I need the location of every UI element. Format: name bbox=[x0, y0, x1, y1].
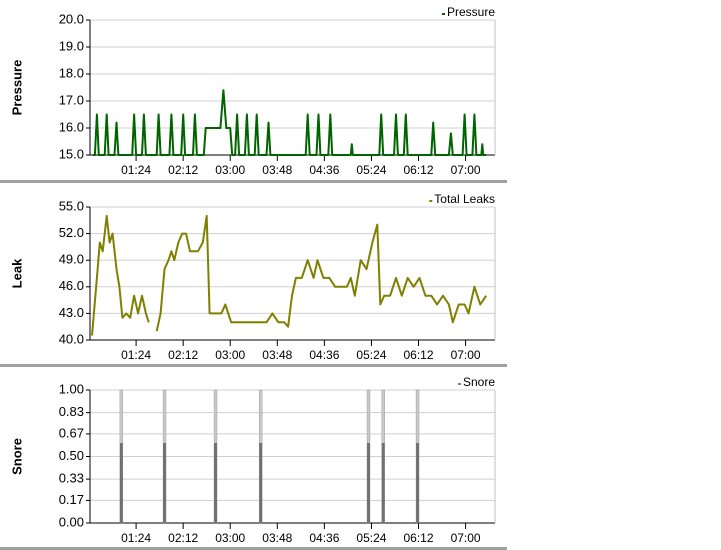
legend-swatch bbox=[441, 13, 445, 15]
x-tick-label: 03:00 bbox=[215, 163, 245, 177]
separator bbox=[0, 180, 507, 183]
bar bbox=[381, 389, 385, 524]
x-tick-label: 02:12 bbox=[168, 348, 198, 362]
y-tick-label: 20.0 bbox=[59, 11, 84, 26]
x-tick-label: 05:24 bbox=[356, 531, 386, 545]
bar bbox=[415, 389, 420, 524]
legend-label: Pressure bbox=[447, 5, 495, 19]
y-tick-label: 16.0 bbox=[59, 119, 84, 134]
x-tick-label: 02:12 bbox=[168, 531, 198, 545]
y-tick-label: 0.50 bbox=[59, 448, 84, 463]
y-tick-label: 17.0 bbox=[59, 92, 84, 107]
x-tick-label: 04:36 bbox=[309, 163, 339, 177]
x-tick-label: 07:00 bbox=[451, 348, 481, 362]
y-tick-label: 40.0 bbox=[59, 331, 84, 346]
x-tick-label: 01:24 bbox=[121, 163, 151, 177]
x-tick-label: 02:12 bbox=[168, 163, 198, 177]
y-tick-label: 43.0 bbox=[59, 305, 84, 320]
x-tick-label: 03:00 bbox=[215, 531, 245, 545]
x-tick-label: 05:24 bbox=[356, 163, 386, 177]
x-tick-label: 01:24 bbox=[121, 348, 151, 362]
y-tick-label: 0.33 bbox=[59, 471, 84, 486]
separator bbox=[0, 364, 507, 367]
x-tick-label: 07:00 bbox=[451, 163, 481, 177]
y-tick-label: 52.0 bbox=[59, 225, 84, 240]
bar bbox=[162, 389, 167, 524]
separator bbox=[0, 547, 507, 550]
x-tick-label: 03:48 bbox=[262, 163, 292, 177]
legend-swatch bbox=[457, 383, 461, 385]
y-tick-label: 46.0 bbox=[59, 278, 84, 293]
y-tick-label: 19.0 bbox=[59, 38, 84, 53]
x-tick-label: 06:12 bbox=[403, 531, 433, 545]
x-tick-label: 03:48 bbox=[262, 531, 292, 545]
x-tick-label: 07:00 bbox=[451, 531, 481, 545]
legend-swatch bbox=[429, 200, 433, 202]
y-axis-title: Pressure bbox=[9, 60, 24, 116]
y-tick-label: 55.0 bbox=[59, 198, 84, 213]
data-line bbox=[92, 89, 487, 156]
bar bbox=[213, 389, 218, 524]
legend-label: Snore bbox=[463, 375, 495, 389]
plot-area bbox=[90, 207, 495, 340]
y-tick-label: 49.0 bbox=[59, 252, 84, 267]
y-tick-label: 0.00 bbox=[59, 514, 84, 529]
y-tick-label: 18.0 bbox=[59, 65, 84, 80]
y-axis-title: Snore bbox=[9, 438, 24, 475]
x-tick-label: 04:36 bbox=[309, 348, 339, 362]
y-tick-label: 0.17 bbox=[59, 492, 84, 507]
y-tick-label: 0.67 bbox=[59, 425, 84, 440]
x-tick-label: 05:24 bbox=[356, 348, 386, 362]
x-tick-label: 06:12 bbox=[403, 348, 433, 362]
y-axis-title: Leak bbox=[9, 258, 24, 288]
x-tick-label: 04:36 bbox=[309, 531, 339, 545]
x-tick-label: 03:00 bbox=[215, 348, 245, 362]
legend-label: Total Leaks bbox=[434, 192, 495, 206]
data-line bbox=[91, 214, 488, 336]
bar bbox=[119, 389, 124, 524]
x-tick-label: 03:48 bbox=[262, 348, 292, 362]
y-tick-label: 1.00 bbox=[59, 381, 84, 396]
bar bbox=[366, 389, 371, 524]
x-tick-label: 01:24 bbox=[121, 531, 151, 545]
y-tick-label: 0.83 bbox=[59, 404, 84, 419]
bar bbox=[258, 389, 263, 524]
y-tick-label: 15.0 bbox=[59, 146, 84, 161]
x-tick-label: 06:12 bbox=[403, 163, 433, 177]
